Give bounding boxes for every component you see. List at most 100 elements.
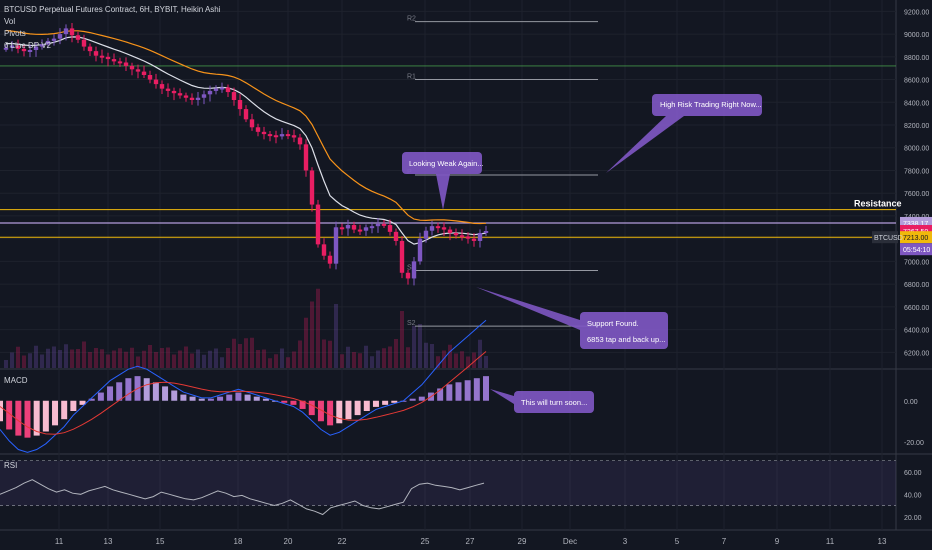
candle-body[interactable] — [153, 79, 159, 85]
candle-body[interactable] — [189, 97, 195, 101]
candle-body[interactable] — [423, 230, 429, 239]
candle-body[interactable] — [243, 109, 249, 120]
candle-body[interactable] — [183, 95, 189, 98]
candle-body[interactable] — [441, 227, 447, 230]
candle-body[interactable] — [231, 92, 237, 101]
candle-body[interactable] — [447, 229, 453, 233]
candle-body[interactable] — [129, 65, 135, 70]
candle-body[interactable] — [87, 46, 93, 52]
volume-bar — [136, 356, 140, 368]
callout-high-risk[interactable]: High Risk Trading Right Now... — [606, 94, 762, 174]
rsi-title[interactable]: RSI — [4, 461, 17, 470]
candle-body[interactable] — [39, 44, 45, 47]
candle-body[interactable] — [297, 137, 303, 145]
candle-body[interactable] — [369, 226, 375, 229]
candle-body[interactable] — [393, 231, 399, 241]
candle-body[interactable] — [327, 255, 333, 264]
candle-body[interactable] — [321, 244, 327, 256]
candle-body[interactable] — [465, 236, 471, 239]
candle-body[interactable] — [171, 90, 177, 94]
price-pane[interactable]: R2R1PS1S2 — [0, 16, 896, 368]
candle-body[interactable] — [273, 135, 279, 138]
candle-body[interactable] — [255, 127, 261, 132]
candle-body[interactable] — [435, 226, 441, 229]
candle-body[interactable] — [165, 88, 171, 91]
candle-body[interactable] — [201, 94, 207, 98]
candle-body[interactable] — [333, 227, 339, 264]
candle-body[interactable] — [399, 240, 405, 273]
candle-body[interactable] — [237, 100, 243, 110]
candle-body[interactable] — [117, 61, 123, 64]
candle-body[interactable] — [267, 134, 273, 137]
candle-body[interactable] — [471, 238, 477, 241]
indicator-vol-label[interactable]: Vol — [4, 17, 15, 26]
candle-body[interactable] — [75, 35, 81, 40]
callout-support[interactable]: Support Found. 6853 tap and back up... — [476, 287, 668, 349]
candle-body[interactable] — [309, 170, 315, 205]
candle-body[interactable] — [219, 87, 225, 90]
indicator-6line-label[interactable]: 6 Line DP V2 — [4, 41, 52, 50]
candle-body[interactable] — [177, 93, 183, 96]
candle-body[interactable] — [33, 46, 39, 51]
candle-body[interactable] — [93, 51, 99, 56]
candle-body[interactable] — [81, 39, 87, 47]
candle-body[interactable] — [207, 90, 213, 95]
candle-body[interactable] — [57, 34, 63, 39]
rsi-pane[interactable] — [0, 460, 896, 516]
candle-body[interactable] — [339, 227, 345, 230]
candle-body[interactable] — [99, 55, 105, 58]
candle-body[interactable] — [45, 40, 51, 45]
candle-body[interactable] — [291, 135, 297, 138]
candle-body[interactable] — [405, 272, 411, 279]
candle-body[interactable] — [147, 75, 153, 80]
candle-body[interactable] — [459, 235, 465, 238]
indicator-pivots-label[interactable]: Pivots — [4, 29, 26, 38]
candle-body[interactable] — [3, 47, 9, 50]
candle-body[interactable] — [69, 28, 75, 36]
candle-body[interactable] — [357, 229, 363, 232]
candle-body[interactable] — [27, 50, 33, 53]
candle-body[interactable] — [123, 62, 129, 66]
macd-title[interactable]: MACD — [4, 376, 28, 385]
candle-body[interactable] — [21, 48, 27, 52]
candle-body[interactable] — [51, 38, 57, 41]
candle-body[interactable] — [249, 119, 255, 128]
candle-body[interactable] — [225, 87, 231, 93]
callout-looking-weak[interactable]: Looking Weak Again... — [402, 152, 484, 210]
candle-body[interactable] — [351, 225, 357, 230]
candle-body[interactable] — [261, 131, 267, 135]
candle-body[interactable] — [429, 226, 435, 231]
candle-body[interactable] — [9, 45, 15, 48]
axes: 11 13 15 18 20 22 25 27 29 Dec 3 5 7 9 11 13 6200.00 6400… — [55, 9, 932, 546]
candle-body[interactable] — [303, 144, 309, 171]
candle-body[interactable] — [63, 28, 69, 35]
candle-body[interactable] — [375, 223, 381, 227]
candle-body[interactable] — [363, 227, 369, 231]
rsi-band — [0, 460, 896, 506]
candle-body[interactable] — [315, 204, 321, 245]
candle-body[interactable] — [345, 225, 351, 229]
price-tick-label: 6800.00 — [904, 282, 929, 289]
candle-body[interactable] — [141, 71, 147, 76]
candle-body[interactable] — [477, 232, 483, 241]
candle-body[interactable] — [135, 69, 141, 72]
candle-body[interactable] — [381, 223, 387, 226]
candle-body[interactable] — [453, 232, 459, 236]
volume-bar — [370, 356, 374, 368]
candle-body[interactable] — [417, 238, 423, 262]
candle-body[interactable] — [111, 59, 117, 62]
volume-bar — [460, 351, 464, 368]
candle-body[interactable] — [159, 84, 165, 89]
candle-body[interactable] — [195, 97, 201, 101]
candle-body[interactable] — [213, 88, 219, 91]
macd-pane[interactable] — [0, 319, 489, 453]
candle-body[interactable] — [411, 261, 417, 279]
volume-bar — [250, 337, 254, 368]
candle-body[interactable] — [105, 56, 111, 60]
candle-body[interactable] — [279, 134, 285, 137]
callout-macd[interactable]: This will turn soon... — [490, 389, 594, 413]
candle-body[interactable] — [483, 230, 489, 233]
candle-body[interactable] — [387, 225, 393, 232]
candle-body[interactable] — [15, 45, 21, 49]
candle-body[interactable] — [285, 134, 291, 137]
